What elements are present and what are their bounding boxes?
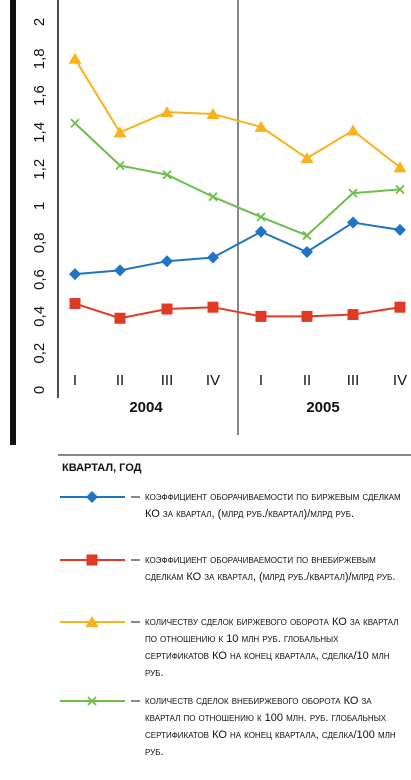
marker	[394, 223, 406, 236]
marker	[256, 212, 266, 222]
x-tick-label: IV	[393, 372, 407, 389]
marker	[302, 230, 312, 241]
group-label: 2005	[306, 399, 339, 416]
marker	[206, 108, 220, 119]
series-line	[74, 221, 401, 276]
x-tick-label: IV	[206, 372, 220, 389]
marker	[115, 160, 125, 171]
marker	[207, 301, 219, 313]
marker	[114, 312, 126, 324]
marker	[160, 106, 174, 118]
marker	[113, 126, 127, 138]
legend-text: коэффициент оборачиваемости по внебиржев…	[145, 554, 396, 583]
marker	[254, 120, 268, 132]
marker	[207, 251, 219, 264]
marker	[162, 170, 172, 180]
series-line	[74, 302, 401, 320]
x-tick-label: I	[259, 372, 263, 389]
x-tick-label: II	[303, 372, 311, 389]
marker	[347, 309, 359, 321]
marker	[395, 184, 405, 195]
marker	[86, 491, 98, 503]
marker	[208, 192, 218, 202]
marker	[394, 301, 406, 313]
marker	[70, 118, 80, 128]
y-tick-label: 0	[31, 386, 48, 394]
marker	[393, 161, 407, 173]
side-bar	[10, 0, 16, 445]
group-label: 2004	[129, 399, 163, 416]
marker	[255, 310, 267, 322]
x-tick-label: II	[116, 372, 124, 389]
y-tick-label: 0,4	[31, 306, 48, 327]
y-tick-label: 1,4	[31, 122, 48, 143]
marker	[255, 225, 267, 238]
legend-text: количеств сделок внебиржевого оборота КО…	[145, 695, 396, 758]
y-tick-label: 2	[31, 18, 48, 26]
marker	[348, 188, 358, 198]
marker	[85, 616, 99, 627]
y-tick-label: 0,2	[31, 343, 48, 364]
marker	[69, 268, 81, 281]
x-axis-label: КВАРТАЛ, ГОД	[62, 462, 142, 474]
series-line	[74, 58, 401, 169]
y-tick-label: 1,6	[31, 85, 48, 106]
y-tick-label: 1,2	[31, 159, 48, 180]
marker	[87, 696, 97, 706]
marker	[68, 52, 82, 64]
legend-text: количеству сделок биржевого оборота КО з…	[145, 616, 399, 679]
y-tick-label: 0,6	[31, 269, 48, 290]
legend-text: коэффициент оборачиваемости по биржевым …	[145, 491, 401, 520]
marker	[346, 124, 360, 136]
y-tick-label: 1,8	[31, 48, 48, 69]
y-tick-label: 0,8	[31, 232, 48, 253]
x-tick-label: I	[73, 372, 77, 389]
series-line	[74, 122, 401, 237]
x-tick-label: III	[161, 372, 174, 389]
marker	[347, 216, 359, 229]
marker	[301, 310, 313, 322]
marker	[161, 255, 173, 268]
y-tick-label: 1	[31, 202, 48, 210]
marker	[114, 264, 126, 277]
marker	[69, 298, 81, 310]
marker	[301, 246, 313, 258]
x-tick-label: III	[347, 372, 360, 389]
marker	[86, 554, 98, 566]
marker	[161, 303, 173, 315]
marker	[300, 152, 314, 164]
